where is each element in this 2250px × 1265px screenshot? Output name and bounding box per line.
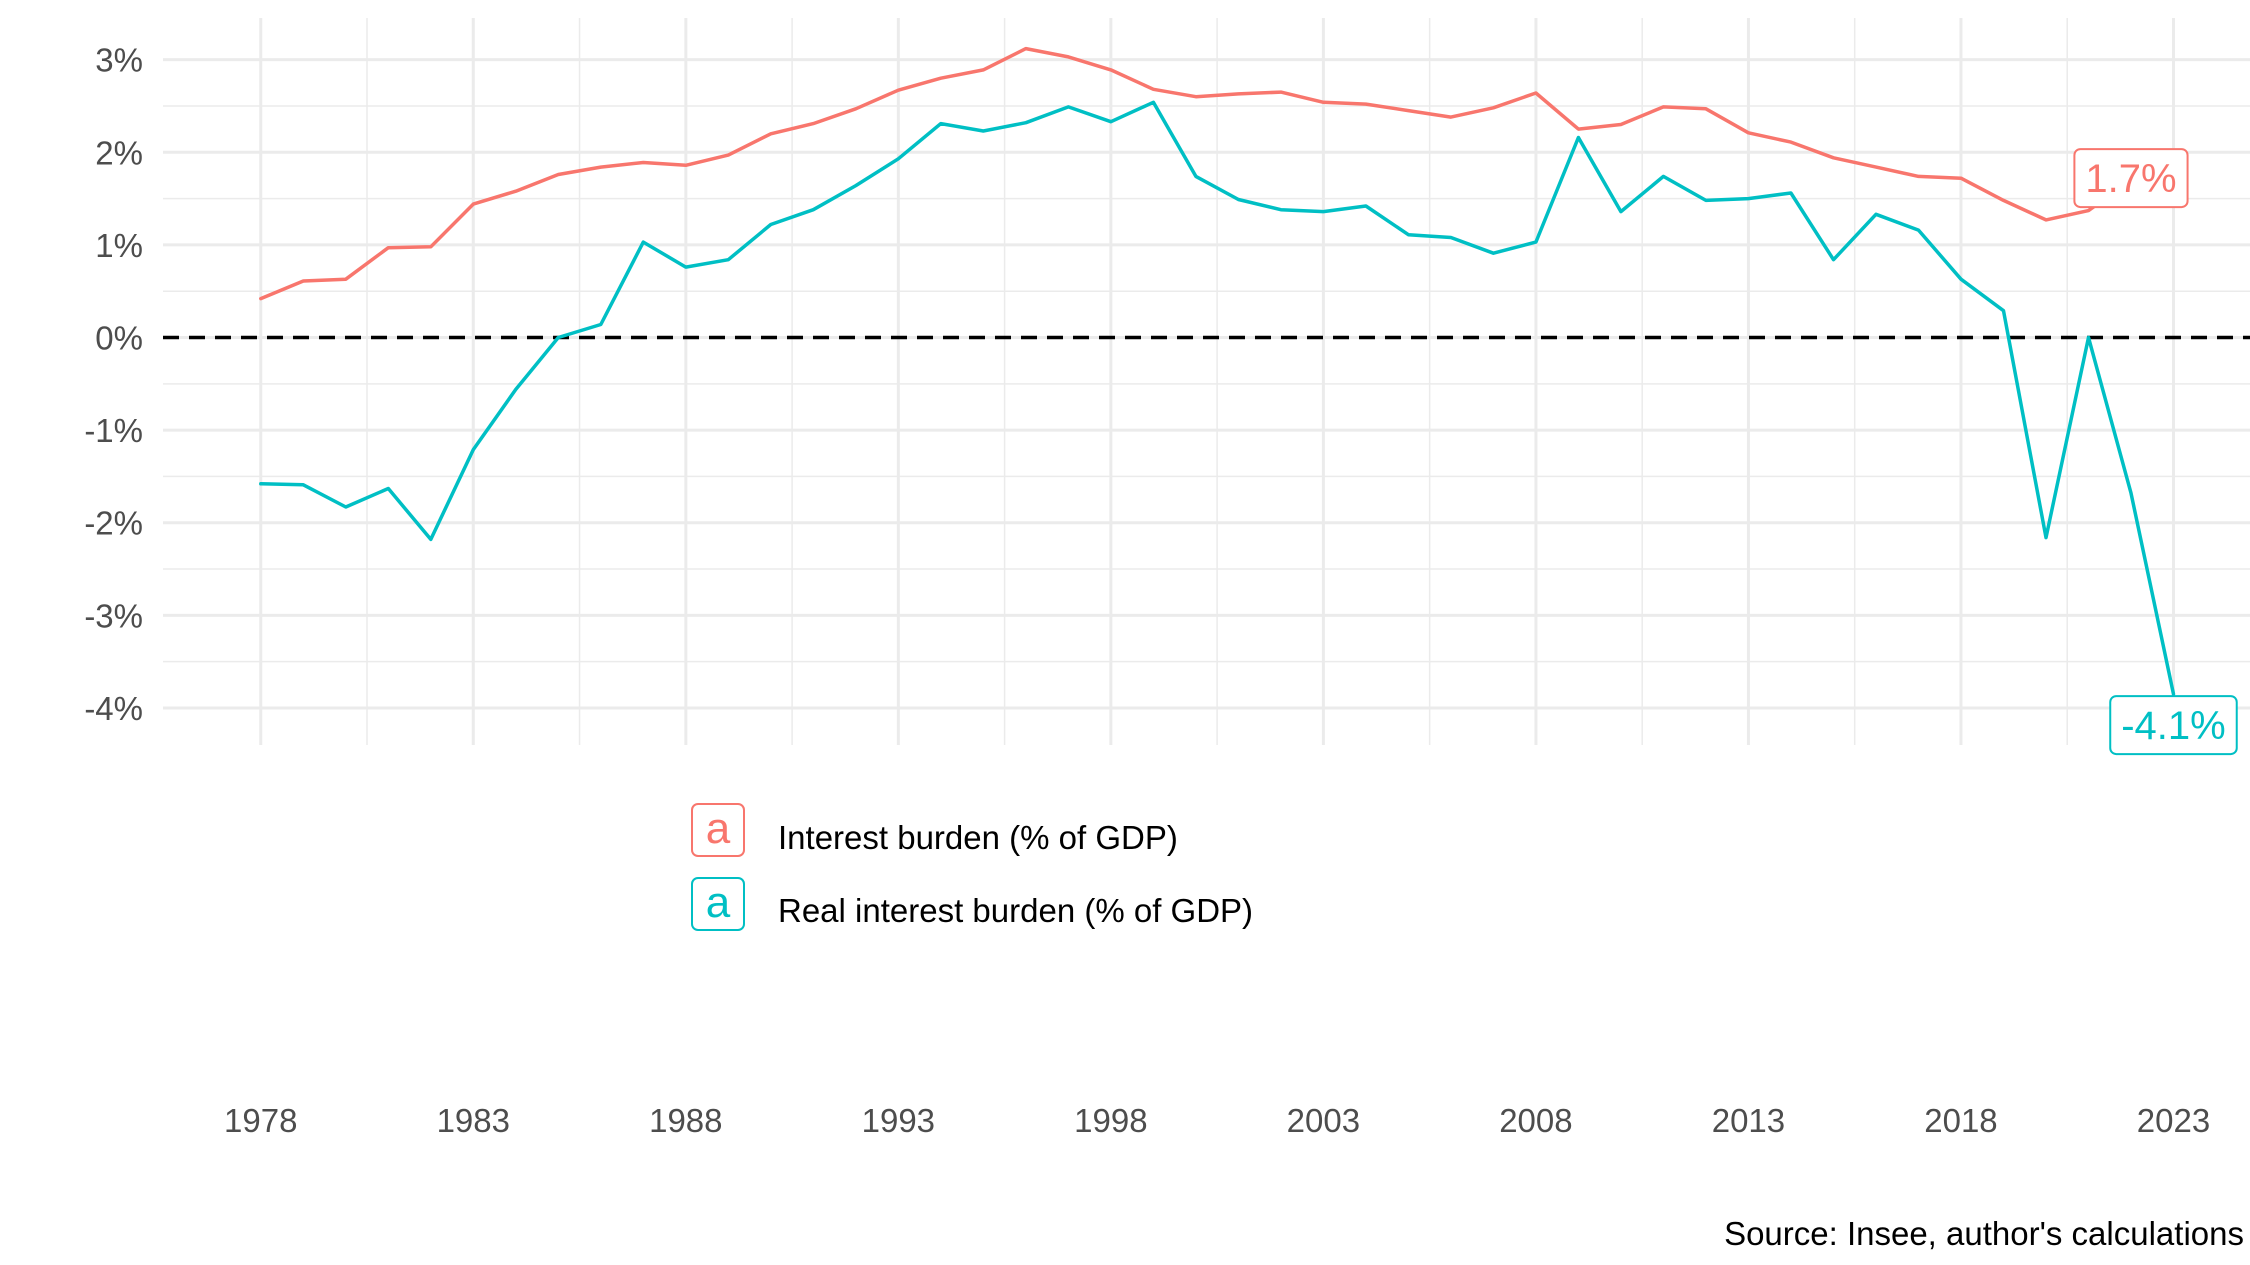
series-line-1 <box>259 100 2176 696</box>
series-lines <box>259 46 2176 696</box>
end-label-1: -4.1% <box>2121 704 2226 748</box>
x-tick-label: 1983 <box>437 1102 510 1139</box>
caption: Source: Insee, author's calculations <box>1724 1215 2244 1252</box>
y-tick-label: -1% <box>84 412 143 449</box>
y-tick-label: -4% <box>84 690 143 727</box>
end-labels: 1.7% -4.1% <box>2073 148 2238 756</box>
x-axis-tick-labels: 1978 1983 1988 1993 1998 2003 2008 2013 2018 2023 <box>224 1102 2210 1139</box>
major-gridlines <box>163 18 2250 745</box>
x-tick-label: 2023 <box>2137 1102 2210 1139</box>
y-tick-label: -3% <box>84 597 143 634</box>
x-tick-label: 2003 <box>1287 1102 1360 1139</box>
x-tick-label: 1978 <box>224 1102 297 1139</box>
y-tick-label: 3% <box>95 42 143 79</box>
legend: a Interest burden (% of GDP) a Real inte… <box>691 803 1253 931</box>
x-tick-label: 1998 <box>1074 1102 1147 1139</box>
end-label-box-0 <box>2073 148 2189 209</box>
x-tick-label: 1988 <box>649 1102 722 1139</box>
legend-key-glyph-interest-burden: a <box>706 804 731 853</box>
y-tick-label: -2% <box>84 505 143 542</box>
minor-gridlines <box>163 18 2250 745</box>
x-tick-label: 1993 <box>862 1102 935 1139</box>
y-axis-tick-labels: 3% 2% 1% 0% -1% -2% -3% -4% <box>84 42 143 727</box>
y-tick-label: 2% <box>95 134 143 171</box>
x-tick-label: 2013 <box>1712 1102 1785 1139</box>
x-tick-label: 2018 <box>1924 1102 1997 1139</box>
legend-label-interest-burden: Interest burden (% of GDP) <box>778 819 1178 856</box>
legend-key-box-interest-burden <box>691 803 745 857</box>
y-tick-label: 0% <box>95 320 143 357</box>
end-label-box-1 <box>2109 695 2238 756</box>
legend-key-glyph-real-interest-burden: a <box>706 878 731 927</box>
y-tick-label: 1% <box>95 227 143 264</box>
legend-label-real-interest-burden: Real interest burden (% of GDP) <box>778 892 1253 929</box>
series-line-0 <box>259 46 2133 301</box>
x-tick-label: 2008 <box>1499 1102 1572 1139</box>
legend-key-box-real-interest-burden <box>691 877 745 931</box>
end-label-0: 1.7% <box>2085 157 2176 201</box>
